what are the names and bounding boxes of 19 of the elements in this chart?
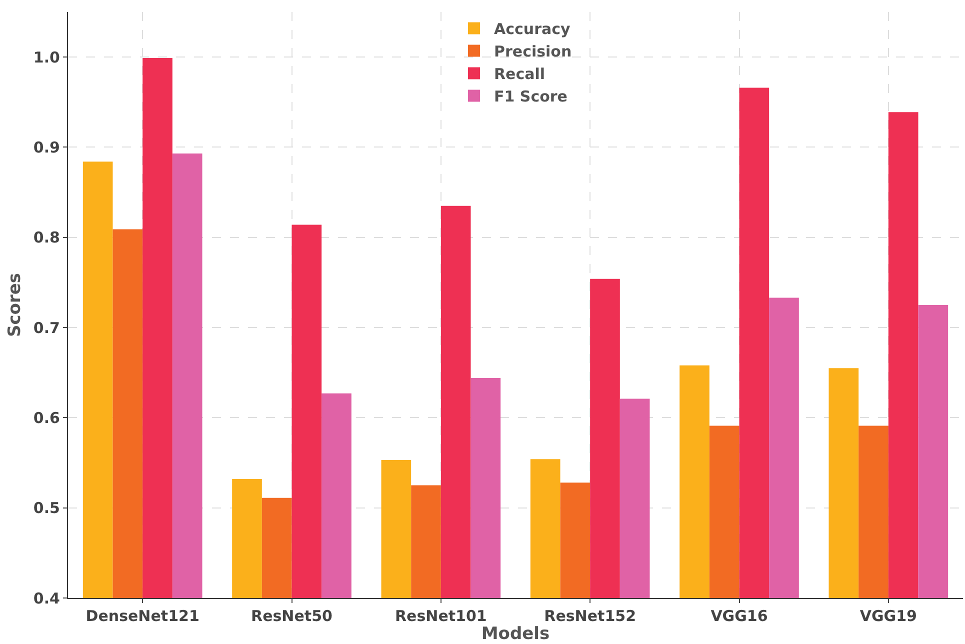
x-tick-label: VGG16 (710, 607, 768, 625)
y-tick-label: 1.0 (33, 48, 60, 66)
x-tick-label: ResNet152 (544, 607, 636, 625)
y-tick-label: 0.5 (33, 499, 60, 518)
y-tick-label: 0.6 (33, 408, 60, 427)
legend-label: Recall (494, 65, 546, 84)
y-tick-label: 0.7 (33, 318, 60, 337)
y-tick-label: 0.4 (33, 589, 60, 608)
x-tick-label: DenseNet121 (86, 607, 200, 625)
legend-label: Accuracy (494, 20, 570, 38)
x-tick-label: ResNet50 (251, 607, 332, 625)
legend-label: Precision (494, 42, 572, 61)
x-axis-title: Models (481, 624, 550, 644)
y-tick-label: 0.9 (33, 138, 60, 156)
x-tick-label: ResNet101 (394, 607, 487, 625)
x-tick-label: VGG19 (860, 607, 917, 625)
y-axis-title: Scores (4, 272, 25, 338)
legend-label: F1 Score (494, 88, 568, 106)
y-tick-label: 0.8 (33, 228, 60, 247)
